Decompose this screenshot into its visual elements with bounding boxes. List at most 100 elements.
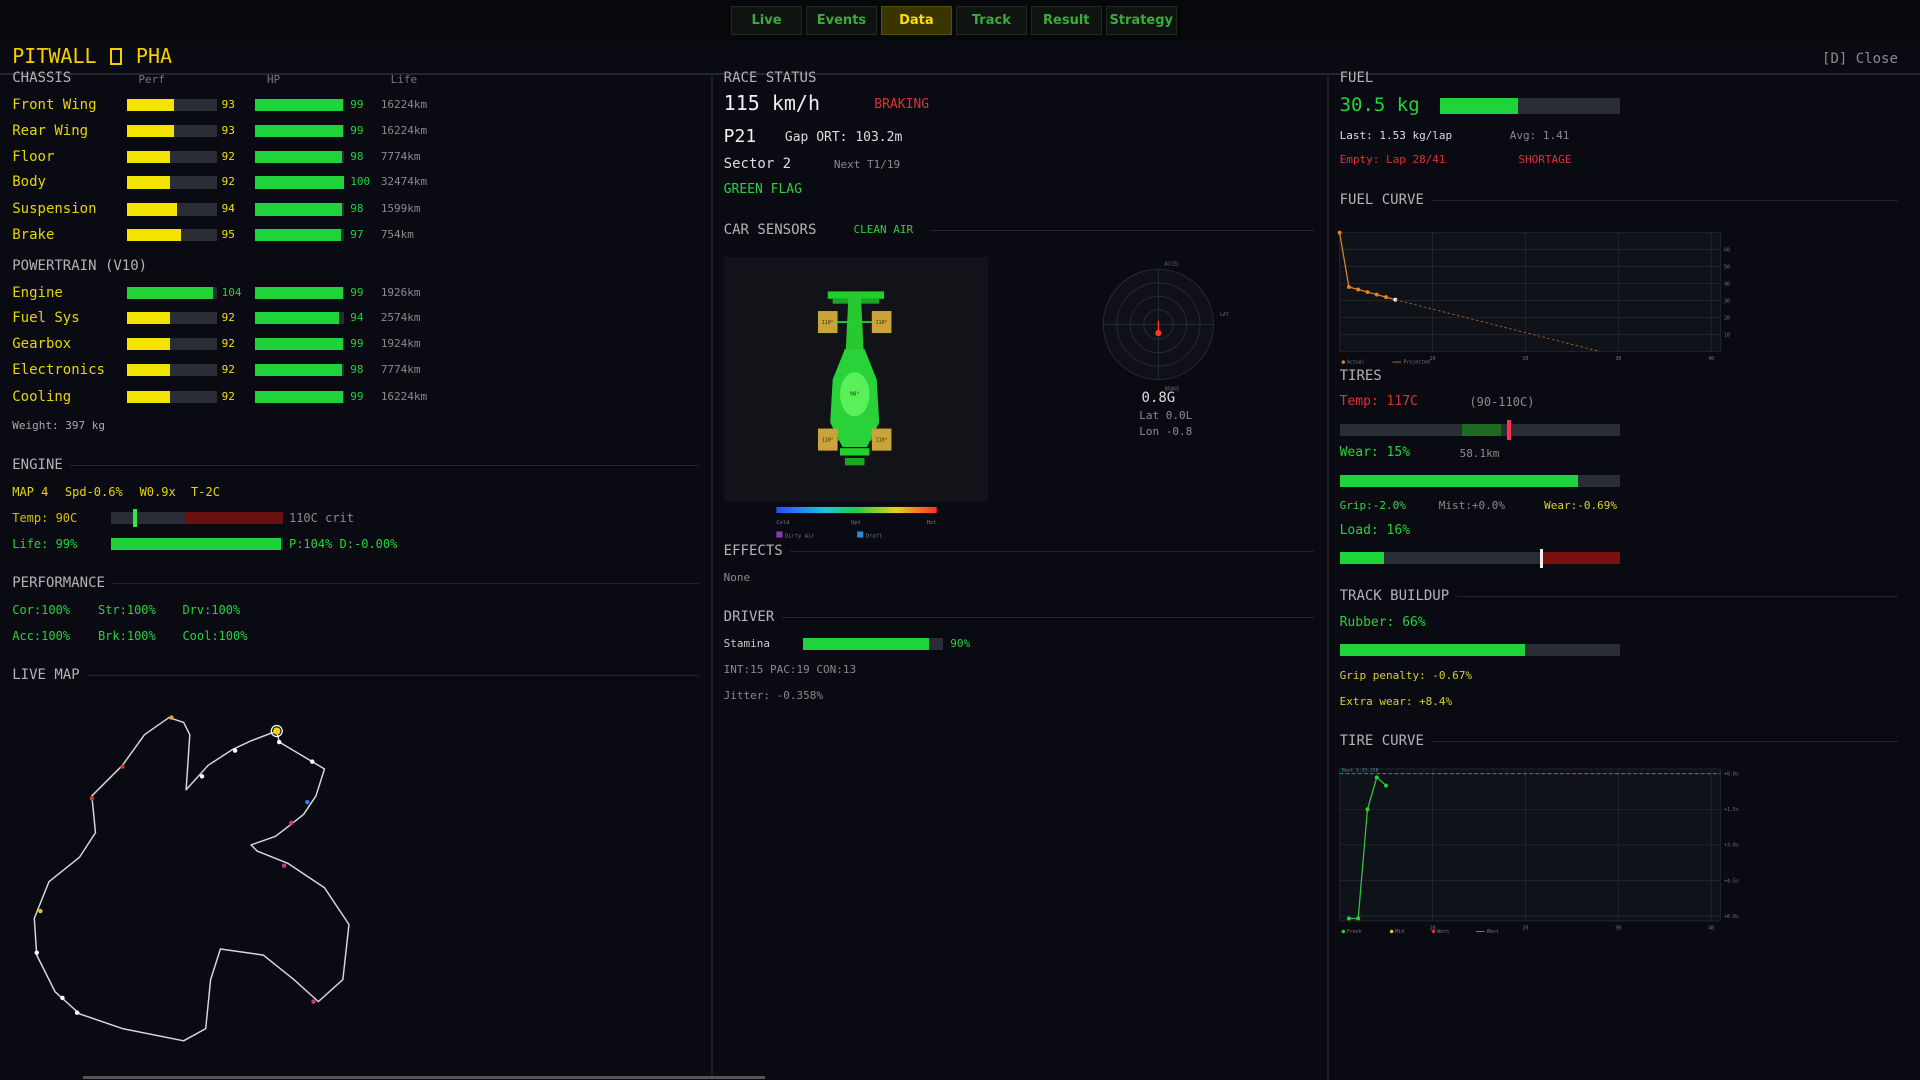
tab[interactable]: Strategy xyxy=(1105,6,1177,36)
perf-value: 94 xyxy=(221,202,235,216)
section-title: ENGINE xyxy=(12,457,63,474)
tab[interactable]: Data xyxy=(880,6,952,36)
stamina-value: 90% xyxy=(950,637,971,651)
tab[interactable]: Live xyxy=(731,6,803,36)
next-turn: Next T1/19 xyxy=(833,158,901,172)
legend-label: Actual xyxy=(1347,360,1365,366)
gap: Gap ORT: 103.2m xyxy=(784,130,903,146)
temp-marker xyxy=(133,509,138,527)
legend-label: Fresh xyxy=(1347,929,1362,935)
bar-fill xyxy=(254,203,343,216)
legend-swatch xyxy=(857,531,864,538)
component-name: Rear Wing xyxy=(12,123,89,140)
g-label: BRAKE xyxy=(1165,387,1180,393)
car-dot xyxy=(305,799,310,805)
component-name: Gearbox xyxy=(12,336,72,353)
header-rule xyxy=(0,73,1920,75)
column-header: HP xyxy=(266,72,281,86)
life-value: 1599km xyxy=(380,202,421,216)
bar-fill xyxy=(127,390,171,403)
section-rule xyxy=(1456,596,1898,598)
section-title: FUEL CURVE xyxy=(1339,191,1424,208)
component-name: Floor xyxy=(12,148,55,165)
series-point xyxy=(1346,916,1351,921)
car-dot xyxy=(232,748,238,753)
perf-value: 92 xyxy=(221,362,235,376)
tire-temp: 110° xyxy=(876,320,888,326)
perf-value: 104 xyxy=(221,285,242,299)
crit-label: 110C crit xyxy=(288,510,354,525)
tire xyxy=(871,428,892,451)
y-tick-label: +3.0s xyxy=(1724,843,1739,849)
heat-scale-label: Hot xyxy=(927,520,937,526)
graphics-layer: 110° 110° 110° 110° 98° Cold Opt Hot Dirty Air Dr… xyxy=(33,230,1739,1042)
tab[interactable]: Track xyxy=(955,6,1027,36)
perf-value: 93 xyxy=(221,124,235,138)
series-point xyxy=(1356,287,1361,292)
tab[interactable]: Result xyxy=(1030,6,1102,36)
g-label: LAT xyxy=(1220,312,1229,318)
hp-value: 99 xyxy=(350,98,364,112)
section-rule xyxy=(1431,740,1898,742)
section-title: POWERTRAIN (V10) xyxy=(12,257,148,274)
life-value: 7774km xyxy=(380,149,421,163)
car-dot xyxy=(120,764,125,769)
engine-life-detail: P:104% D:-0.00% xyxy=(288,536,398,551)
car-dot xyxy=(310,759,315,764)
sector: Sector 2 xyxy=(723,156,792,173)
series-point xyxy=(1365,290,1370,295)
y-tick-label: 40 xyxy=(1724,281,1730,287)
life-value: 32474km xyxy=(380,175,428,189)
perf-value: 92 xyxy=(221,311,235,325)
car-dot xyxy=(276,739,282,745)
plot-area xyxy=(1339,232,1721,352)
bar-fill xyxy=(1339,644,1525,657)
track-outline xyxy=(33,716,350,1042)
fuel-warning: SHORTAGE xyxy=(1518,153,1572,167)
car-dot xyxy=(38,908,43,914)
hp-value: 100 xyxy=(350,175,371,189)
perf-value: 95 xyxy=(221,228,235,242)
g-lon: Lon -0.8 xyxy=(1139,425,1193,439)
y-tick-label: 20 xyxy=(1724,315,1730,321)
bar-fill xyxy=(127,286,214,299)
tab[interactable]: Events xyxy=(805,6,877,36)
section-title: TIRE CURVE xyxy=(1339,732,1424,749)
engine-setting: MAP 4 xyxy=(12,485,49,500)
section-rule xyxy=(70,465,700,467)
section-title: DRIVER xyxy=(723,609,775,626)
performance-item: Acc:100% xyxy=(12,628,71,643)
hp-value: 94 xyxy=(350,311,364,325)
y-tick-label: +1.5s xyxy=(1724,807,1739,813)
bar-fill xyxy=(127,176,171,189)
air-state: CLEAN AIR xyxy=(853,223,914,237)
series-point xyxy=(1346,284,1351,289)
section-title: CHASSIS xyxy=(12,70,72,87)
rubber: Rubber: 66% xyxy=(1339,615,1426,631)
performance-item: Str:100% xyxy=(97,602,156,617)
bar-fill xyxy=(127,150,171,163)
heat-scale-label: Opt xyxy=(851,520,861,526)
section-title: TIRES xyxy=(1339,367,1382,384)
car-dot xyxy=(199,774,205,779)
x-tick-label: 10 xyxy=(1430,356,1436,362)
bar-fill xyxy=(127,203,178,216)
tire-temp: Temp: 117C xyxy=(1339,393,1418,409)
heat-scale-label: Cold xyxy=(776,520,789,526)
section-rule xyxy=(112,582,700,584)
grip-penalty: Grip penalty: -0.67% xyxy=(1339,668,1473,682)
engine-temp: Temp: 90C xyxy=(12,510,78,525)
life-value: 16224km xyxy=(380,124,428,138)
bar-fill xyxy=(127,228,181,242)
close-button[interactable]: [D] Close xyxy=(1822,50,1898,67)
car-dot xyxy=(281,863,287,868)
divider xyxy=(1327,75,1329,1080)
flag: GREEN FLAG xyxy=(723,181,802,197)
perf-value: 92 xyxy=(221,149,235,163)
tire-mist: Mist:+0.0% xyxy=(1438,498,1506,512)
component-name: Fuel Sys xyxy=(12,310,80,327)
component-name: Electronics xyxy=(12,361,105,378)
fuel-last: Last: 1.53 kg/lap xyxy=(1339,128,1453,142)
